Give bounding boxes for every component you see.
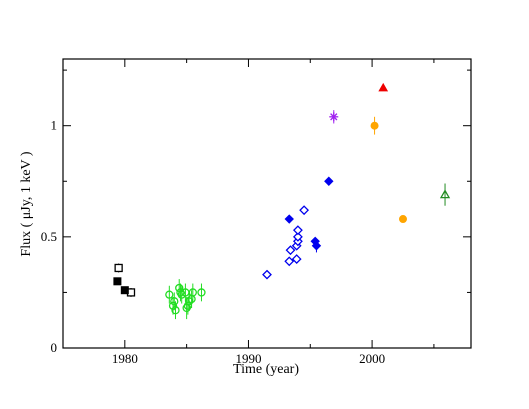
data-point (285, 245, 296, 256)
data-point (399, 215, 407, 224)
x-tick-label: 1980 (112, 351, 138, 366)
x-tick-label: 1990 (235, 351, 261, 366)
series-group (165, 279, 206, 320)
series-group (329, 110, 339, 124)
asterisk-stroke (330, 113, 338, 121)
data-point (439, 189, 451, 199)
data-point (284, 256, 295, 267)
data-point (120, 286, 129, 295)
y-tick-label: 1 (51, 118, 58, 133)
data-point (370, 121, 379, 130)
data-point (197, 288, 206, 297)
data-point (329, 112, 339, 122)
y-tick-label: 0 (51, 340, 58, 355)
series-group (262, 205, 310, 280)
series-group (113, 277, 129, 295)
data-point (113, 277, 122, 286)
series-group (378, 82, 389, 92)
data-point (262, 269, 272, 280)
data-point (168, 301, 178, 310)
y-tick-label: 0.5 (41, 229, 57, 244)
data-point (378, 82, 389, 92)
series-group (284, 176, 334, 253)
data-point (324, 176, 334, 186)
series-group (114, 263, 136, 297)
data-point (114, 263, 123, 273)
series-group (370, 116, 407, 224)
plot-frame (62, 58, 472, 349)
data-point (291, 254, 302, 264)
points-group (113, 82, 451, 320)
data-point (299, 205, 310, 216)
x-axis-title: Time (year) (233, 362, 299, 377)
y-axis-title: Flux ( μJy, 1 keV ) (19, 151, 34, 256)
plot-frame-group (62, 58, 472, 349)
data-point (311, 241, 322, 251)
data-point (292, 225, 303, 236)
data-point (188, 288, 197, 297)
data-point (292, 231, 303, 242)
ticks-group: 1980 1990 2000 0 0.5 1 (41, 59, 471, 366)
data-point (171, 306, 180, 315)
series-group (439, 183, 451, 206)
data-point (165, 290, 174, 299)
x-tick-label: 2000 (359, 351, 385, 366)
data-point (284, 214, 294, 224)
data-point (170, 297, 179, 306)
